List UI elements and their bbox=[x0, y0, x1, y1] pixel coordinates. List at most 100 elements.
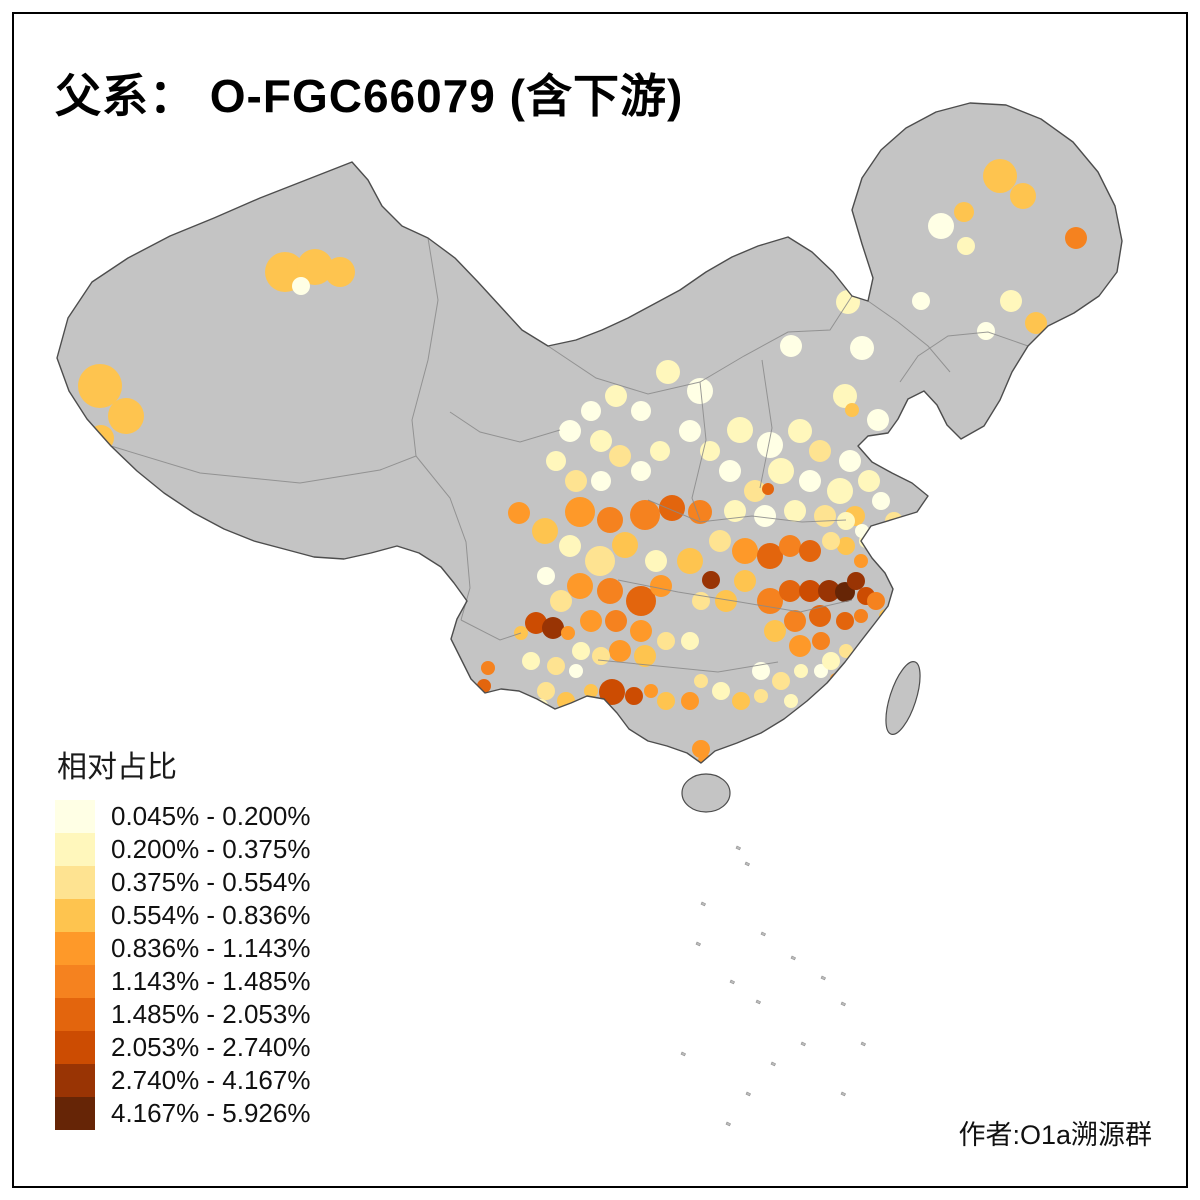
choropleth-cell bbox=[532, 518, 558, 544]
legend-swatch bbox=[55, 833, 95, 866]
choropleth-cell bbox=[837, 512, 855, 530]
choropleth-cell bbox=[827, 478, 853, 504]
choropleth-cell bbox=[488, 696, 498, 706]
choropleth-cell bbox=[537, 567, 555, 585]
choropleth-cell bbox=[772, 672, 790, 690]
choropleth-cell bbox=[597, 507, 623, 533]
choropleth-cell bbox=[561, 626, 575, 640]
choropleth-cell bbox=[839, 644, 853, 658]
province-border bbox=[415, 455, 471, 621]
choropleth-cell bbox=[754, 505, 776, 527]
choropleth-cell bbox=[779, 580, 801, 602]
choropleth-cell bbox=[679, 420, 701, 442]
province-border bbox=[411, 237, 439, 457]
china-coastline bbox=[56, 102, 1123, 764]
choropleth-cell bbox=[659, 495, 685, 521]
choropleth-cell bbox=[799, 580, 821, 602]
china-mainland bbox=[57, 103, 1122, 763]
choropleth-cell bbox=[784, 694, 798, 708]
choropleth-cell bbox=[732, 692, 750, 710]
choropleth-cell bbox=[559, 420, 581, 442]
choropleth-cell bbox=[546, 451, 566, 471]
choropleth-cell bbox=[822, 532, 840, 550]
choropleth-cell bbox=[692, 740, 710, 758]
choropleth-cell bbox=[854, 609, 868, 623]
choropleth-cell bbox=[630, 620, 652, 642]
legend-swatch bbox=[55, 965, 95, 998]
choropleth-cell bbox=[688, 500, 712, 524]
legend-swatch bbox=[55, 1097, 95, 1130]
sea-islet bbox=[755, 999, 761, 1005]
choropleth-cell bbox=[590, 430, 612, 452]
sea-islet bbox=[744, 861, 750, 867]
choropleth-cell bbox=[836, 612, 854, 630]
choropleth-cell bbox=[788, 419, 812, 443]
choropleth-cell bbox=[605, 385, 627, 407]
choropleth-cell bbox=[839, 450, 861, 472]
choropleth-cell bbox=[88, 425, 114, 451]
sea-islet bbox=[680, 1051, 686, 1057]
choropleth-cell bbox=[724, 500, 746, 522]
legend-row: 4.167% - 5.926% bbox=[55, 1097, 310, 1130]
choropleth-cell bbox=[780, 335, 802, 357]
choropleth-cell bbox=[581, 401, 601, 421]
choropleth-cell bbox=[757, 543, 783, 569]
choropleth-cell bbox=[779, 535, 801, 557]
province-border bbox=[547, 295, 853, 395]
legend-row: 1.143% - 1.485% bbox=[55, 965, 310, 998]
choropleth-cell bbox=[879, 534, 893, 548]
choropleth-cell bbox=[812, 632, 830, 650]
choropleth-cell bbox=[292, 277, 310, 295]
choropleth-cell bbox=[631, 401, 651, 421]
choropleth-cell bbox=[799, 540, 821, 562]
sea-islet bbox=[760, 931, 766, 937]
province-border bbox=[647, 499, 847, 523]
choropleth-cell bbox=[754, 689, 768, 703]
choropleth-cell bbox=[898, 423, 914, 439]
choropleth-cell bbox=[572, 642, 590, 660]
choropleth-cell bbox=[784, 500, 806, 522]
legend-row: 2.053% - 2.740% bbox=[55, 1031, 310, 1064]
choropleth-cell bbox=[626, 586, 656, 616]
choropleth-cell bbox=[715, 590, 737, 612]
legend-row: 0.200% - 0.375% bbox=[55, 833, 310, 866]
legend-title: 相对占比 bbox=[57, 751, 177, 784]
choropleth-cell bbox=[599, 679, 625, 705]
choropleth-cell bbox=[559, 535, 581, 557]
choropleth-cell bbox=[597, 578, 623, 604]
legend-label: 0.554% - 0.836% bbox=[111, 900, 311, 930]
province-borders bbox=[110, 237, 1029, 673]
legend-swatch bbox=[55, 932, 95, 965]
choropleth-cell bbox=[656, 360, 680, 384]
choropleth-cell bbox=[712, 682, 730, 700]
province-border bbox=[449, 411, 561, 443]
legend-row: 0.836% - 1.143% bbox=[55, 932, 310, 965]
choropleth-cell bbox=[898, 579, 912, 593]
legend-label: 4.167% - 5.926% bbox=[111, 1098, 311, 1128]
choropleth-cell bbox=[565, 470, 587, 492]
province-border bbox=[759, 359, 773, 489]
sea-islet bbox=[790, 955, 796, 961]
province-border bbox=[867, 300, 951, 373]
legend-row: 1.485% - 2.053% bbox=[55, 998, 310, 1031]
choropleth-cell bbox=[764, 620, 786, 642]
choropleth-cell bbox=[1000, 290, 1022, 312]
choropleth-cell bbox=[481, 661, 495, 675]
choropleth-cell bbox=[677, 548, 703, 574]
sea-islet bbox=[725, 1121, 731, 1127]
choropleth-cell bbox=[799, 470, 821, 492]
choropleth-cell bbox=[912, 292, 930, 310]
choropleth-cell bbox=[784, 610, 806, 632]
choropleth-cell bbox=[872, 492, 890, 510]
choropleth-cell bbox=[644, 684, 658, 698]
choropleth-cell bbox=[522, 652, 540, 670]
choropleth-cell bbox=[727, 417, 753, 443]
legend-label: 2.053% - 2.740% bbox=[111, 1032, 311, 1062]
choropleth-cell bbox=[874, 549, 888, 563]
choropleth-cell bbox=[928, 213, 954, 239]
choropleth-cell bbox=[1010, 183, 1036, 209]
sea-islet bbox=[840, 1091, 846, 1097]
choropleth-cell bbox=[609, 640, 631, 662]
legend-label: 0.836% - 1.143% bbox=[111, 933, 311, 963]
legend-label: 0.045% - 0.200% bbox=[111, 801, 311, 831]
